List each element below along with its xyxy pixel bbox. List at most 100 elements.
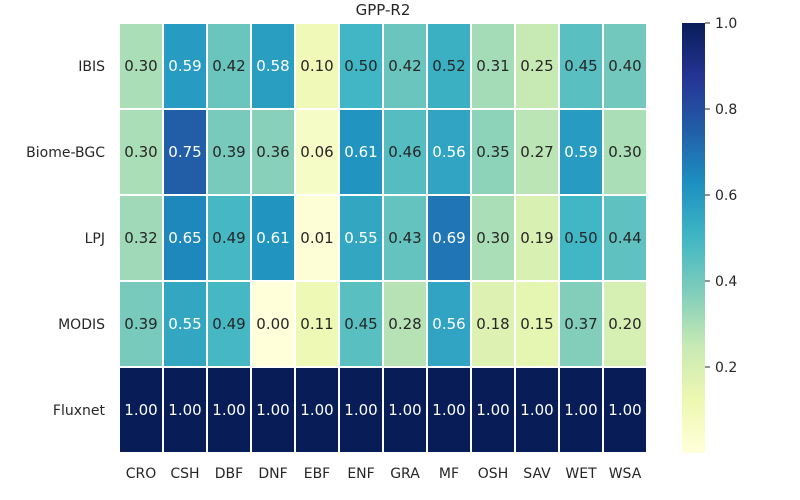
heatmap-cell (470, 280, 516, 368)
cell-value-label: 0.49 (212, 315, 245, 333)
x-tick-label: EBF (304, 466, 331, 482)
cell-value-label: 0.01 (300, 229, 333, 247)
heatmap-cell (470, 366, 516, 454)
heatmap-cell (294, 194, 340, 282)
heatmap-cell (206, 194, 252, 282)
cell-value-label: 0.55 (168, 315, 201, 333)
heatmap-cell (558, 108, 604, 196)
heatmap-cell (294, 366, 340, 454)
heatmap-cell (118, 366, 164, 454)
heatmap-cell (558, 366, 604, 454)
cell-value-label: 0.18 (476, 315, 509, 333)
heatmap-cell (162, 366, 208, 454)
x-tick-label: ENF (347, 466, 374, 482)
colorbar-tick-label: 0.2 (715, 360, 737, 376)
cell-value-label: 1.00 (520, 401, 553, 419)
cell-value-label: 0.52 (432, 57, 465, 75)
y-tick-label: Biome-BGC (26, 145, 105, 161)
colorbar-tick-label: 0.6 (715, 188, 737, 204)
heatmap-cell (294, 108, 340, 196)
cell-annotations: 0.30 0.59 0.42 0.58 0.10 0.50 0.42 0.52 0.31 0.25… (124, 57, 641, 419)
y-tick-label: MODIS (58, 317, 105, 333)
colorbar-ticks: 0.2 0.4 0.6 0.8 1.0 (705, 16, 737, 376)
heatmap-cell (514, 280, 560, 368)
heatmap-cell (382, 194, 428, 282)
cell-value-label: 0.11 (300, 315, 333, 333)
heatmap-cell (162, 108, 208, 196)
cell-value-label: 0.56 (432, 315, 465, 333)
cell-value-label: 0.49 (212, 229, 245, 247)
heatmap-cell (558, 280, 604, 368)
heatmap-cell (602, 108, 648, 196)
cell-value-label: 1.00 (608, 401, 641, 419)
cell-value-label: 0.39 (212, 143, 245, 161)
x-tick-label: WET (565, 466, 597, 482)
x-tick-label: CSH (170, 466, 199, 482)
x-tick-label: CRO (126, 466, 157, 482)
cell-value-label: 0.50 (564, 229, 597, 247)
x-tick-label: WSA (609, 466, 642, 482)
cell-value-label: 0.06 (300, 143, 333, 161)
heatmap-cell (426, 366, 472, 454)
cell-value-label: 0.59 (168, 57, 201, 75)
cell-value-label: 0.30 (476, 229, 509, 247)
cell-value-label: 0.30 (124, 57, 157, 75)
cell-value-label: 0.42 (388, 57, 421, 75)
cell-value-label: 0.59 (564, 143, 597, 161)
cell-value-label: 0.55 (344, 229, 377, 247)
heatmap-cell (206, 366, 252, 454)
heatmap-cell (602, 280, 648, 368)
y-tick-label: Fluxnet (53, 403, 106, 419)
heatmap-cell (118, 280, 164, 368)
cell-value-label: 0.61 (256, 229, 289, 247)
heatmap-cell (250, 108, 296, 196)
cell-value-label: 0.36 (256, 143, 289, 161)
cell-value-label: 0.58 (256, 57, 289, 75)
cell-value-label: 0.31 (476, 57, 509, 75)
colorbar: 0.2 0.4 0.6 0.8 1.0 (682, 16, 737, 453)
cell-value-label: 0.15 (520, 315, 553, 333)
chart-title: GPP-R2 (356, 1, 411, 19)
cell-value-label: 0.46 (388, 143, 421, 161)
cell-value-label: 0.30 (608, 143, 641, 161)
x-tick-label: MF (439, 466, 459, 482)
x-tick-label: OSH (478, 466, 508, 482)
cell-value-label: 0.25 (520, 57, 553, 75)
cell-value-label: 0.27 (520, 143, 553, 161)
cell-value-label: 0.50 (344, 57, 377, 75)
heatmap-cell (382, 108, 428, 196)
cell-value-label: 0.37 (564, 315, 597, 333)
cell-value-label: 0.65 (168, 229, 201, 247)
heatmap-cell (602, 366, 648, 454)
heatmap-cell (602, 22, 648, 110)
heatmap-cell (514, 22, 560, 110)
cell-value-label: 1.00 (300, 401, 333, 419)
cell-value-label: 0.00 (256, 315, 289, 333)
cell-value-label: 1.00 (124, 401, 157, 419)
cell-value-label: 0.10 (300, 57, 333, 75)
cell-value-label: 0.20 (608, 315, 641, 333)
cell-value-label: 1.00 (564, 401, 597, 419)
y-tick-label: IBIS (78, 59, 105, 75)
cell-value-label: 0.39 (124, 315, 157, 333)
cell-value-label: 0.42 (212, 57, 245, 75)
y-tick-label: LPJ (85, 231, 105, 247)
cell-value-label: 0.40 (608, 57, 641, 75)
heatmap-cell (602, 194, 648, 282)
heatmap-cell (426, 22, 472, 110)
cell-value-label: 1.00 (212, 401, 245, 419)
cell-value-label: 0.30 (124, 143, 157, 161)
heatmap-cell (426, 108, 472, 196)
colorbar-gradient (682, 23, 705, 453)
cell-value-label: 1.00 (432, 401, 465, 419)
x-tick-label: DBF (215, 466, 243, 482)
cell-value-label: 0.69 (432, 229, 465, 247)
cell-value-label: 0.45 (564, 57, 597, 75)
heatmap-cell (514, 108, 560, 196)
cell-value-label: 0.45 (344, 315, 377, 333)
heatmap-cell (470, 108, 516, 196)
x-axis-tick-labels: CRO CSH DBF DNF EBF ENF GRA MF OSH SAV WET WSA (126, 466, 642, 482)
cell-value-label: 0.32 (124, 229, 157, 247)
heatmap-cell (338, 366, 384, 454)
